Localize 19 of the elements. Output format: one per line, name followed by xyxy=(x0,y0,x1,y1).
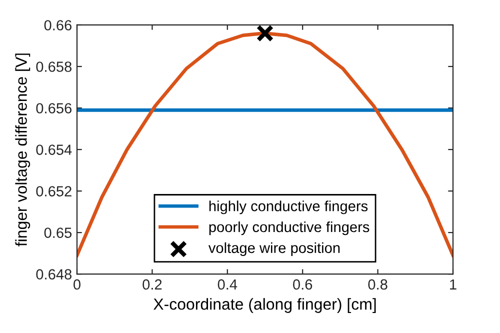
x-tick-label: 1 xyxy=(450,279,456,290)
y-tick-label: 0.65 xyxy=(44,228,72,238)
y-tick-label: 0.648 xyxy=(36,269,72,280)
x-tick-label: 0 xyxy=(74,279,80,290)
x-axis-title: X-coordinate (along finger) [cm] xyxy=(154,298,376,313)
x-tick-label: 0.2 xyxy=(142,279,162,290)
legend-label: highly conductive fingers xyxy=(209,200,368,214)
legend-label: poorly conductive fingers xyxy=(209,221,370,236)
line-series xyxy=(77,32,453,258)
x-tick-label: 0.4 xyxy=(218,279,238,290)
y-tick-label: 0.656 xyxy=(36,103,72,114)
y-tick-label: 0.658 xyxy=(36,62,72,72)
y-tick-label: 0.652 xyxy=(36,186,72,196)
y-tick-label: 0.654 xyxy=(36,144,72,155)
x-tick-label: 0.8 xyxy=(368,279,388,290)
x-tick-label: 0.6 xyxy=(293,279,312,290)
y-axis-title: finger voltage difference [V] xyxy=(15,54,30,246)
legend-label: voltage wire position xyxy=(208,242,340,256)
y-tick-label: 0.66 xyxy=(44,20,72,30)
